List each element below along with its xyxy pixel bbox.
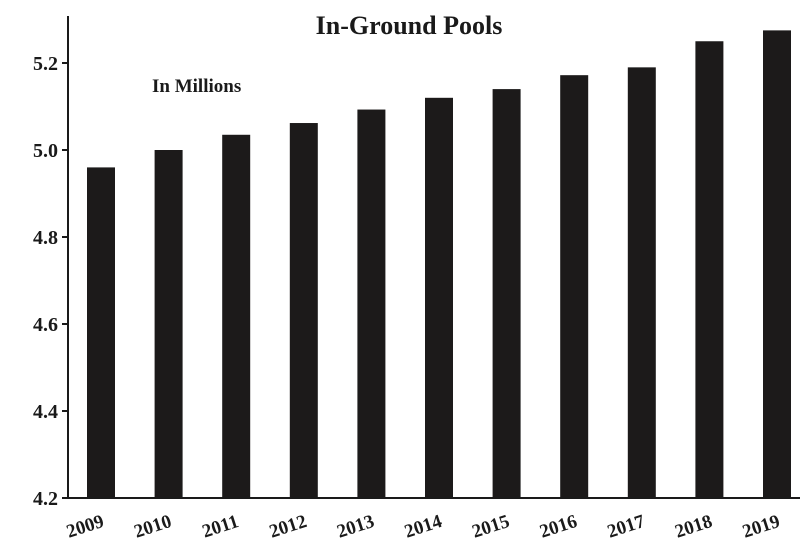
bar-2013	[357, 109, 386, 499]
y-tick-label: 5.2	[33, 53, 58, 75]
x-tick-label: 2009	[64, 511, 107, 543]
bar-2016	[560, 75, 589, 499]
x-tick-label: 2013	[334, 511, 377, 543]
bars	[87, 30, 791, 499]
x-tick-label: 2016	[537, 511, 580, 543]
x-ticks: 2009 2010 2011 2012 2013 2014 2015 2016 2017 2018…	[64, 511, 783, 543]
bar-2010	[154, 150, 183, 498]
x-tick-label: 2019	[740, 511, 783, 543]
y-tick-label: 4.2	[33, 488, 58, 510]
x-tick-label: 2018	[672, 511, 715, 543]
y-ticks: 4.2 4.4 4.6 4.8 5.0 5.2	[33, 53, 68, 510]
y-tick-label: 4.8	[33, 227, 58, 249]
x-tick-label: 2012	[267, 511, 310, 543]
bar-2019	[763, 30, 791, 498]
y-tick-label: 4.6	[33, 314, 58, 336]
x-tick-label: 2011	[200, 511, 242, 542]
bar-2011	[222, 134, 251, 498]
bar-2017	[627, 67, 656, 498]
chart-subtitle: In Millions	[152, 76, 241, 97]
bar-2009	[87, 167, 115, 498]
x-tick-label: 2017	[605, 511, 648, 543]
bar-2018	[695, 41, 724, 498]
chart-title: In-Ground Pools	[316, 11, 503, 40]
x-tick-label: 2014	[402, 511, 445, 543]
bar-2014	[425, 97, 453, 499]
x-tick-label: 2010	[132, 511, 175, 543]
x-tick-label: 2015	[470, 511, 513, 543]
bar-2012	[289, 123, 318, 498]
bar-2015	[492, 89, 521, 498]
y-tick-label: 4.4	[33, 401, 58, 423]
y-tick-label: 5.0	[33, 140, 58, 162]
